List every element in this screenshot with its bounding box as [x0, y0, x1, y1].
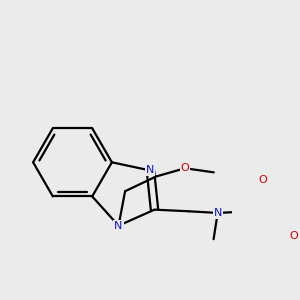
Text: N: N [146, 166, 154, 176]
Text: N: N [214, 208, 222, 218]
Text: N: N [114, 221, 123, 231]
Text: O: O [289, 231, 298, 241]
Text: O: O [258, 175, 267, 185]
Text: O: O [181, 163, 189, 173]
